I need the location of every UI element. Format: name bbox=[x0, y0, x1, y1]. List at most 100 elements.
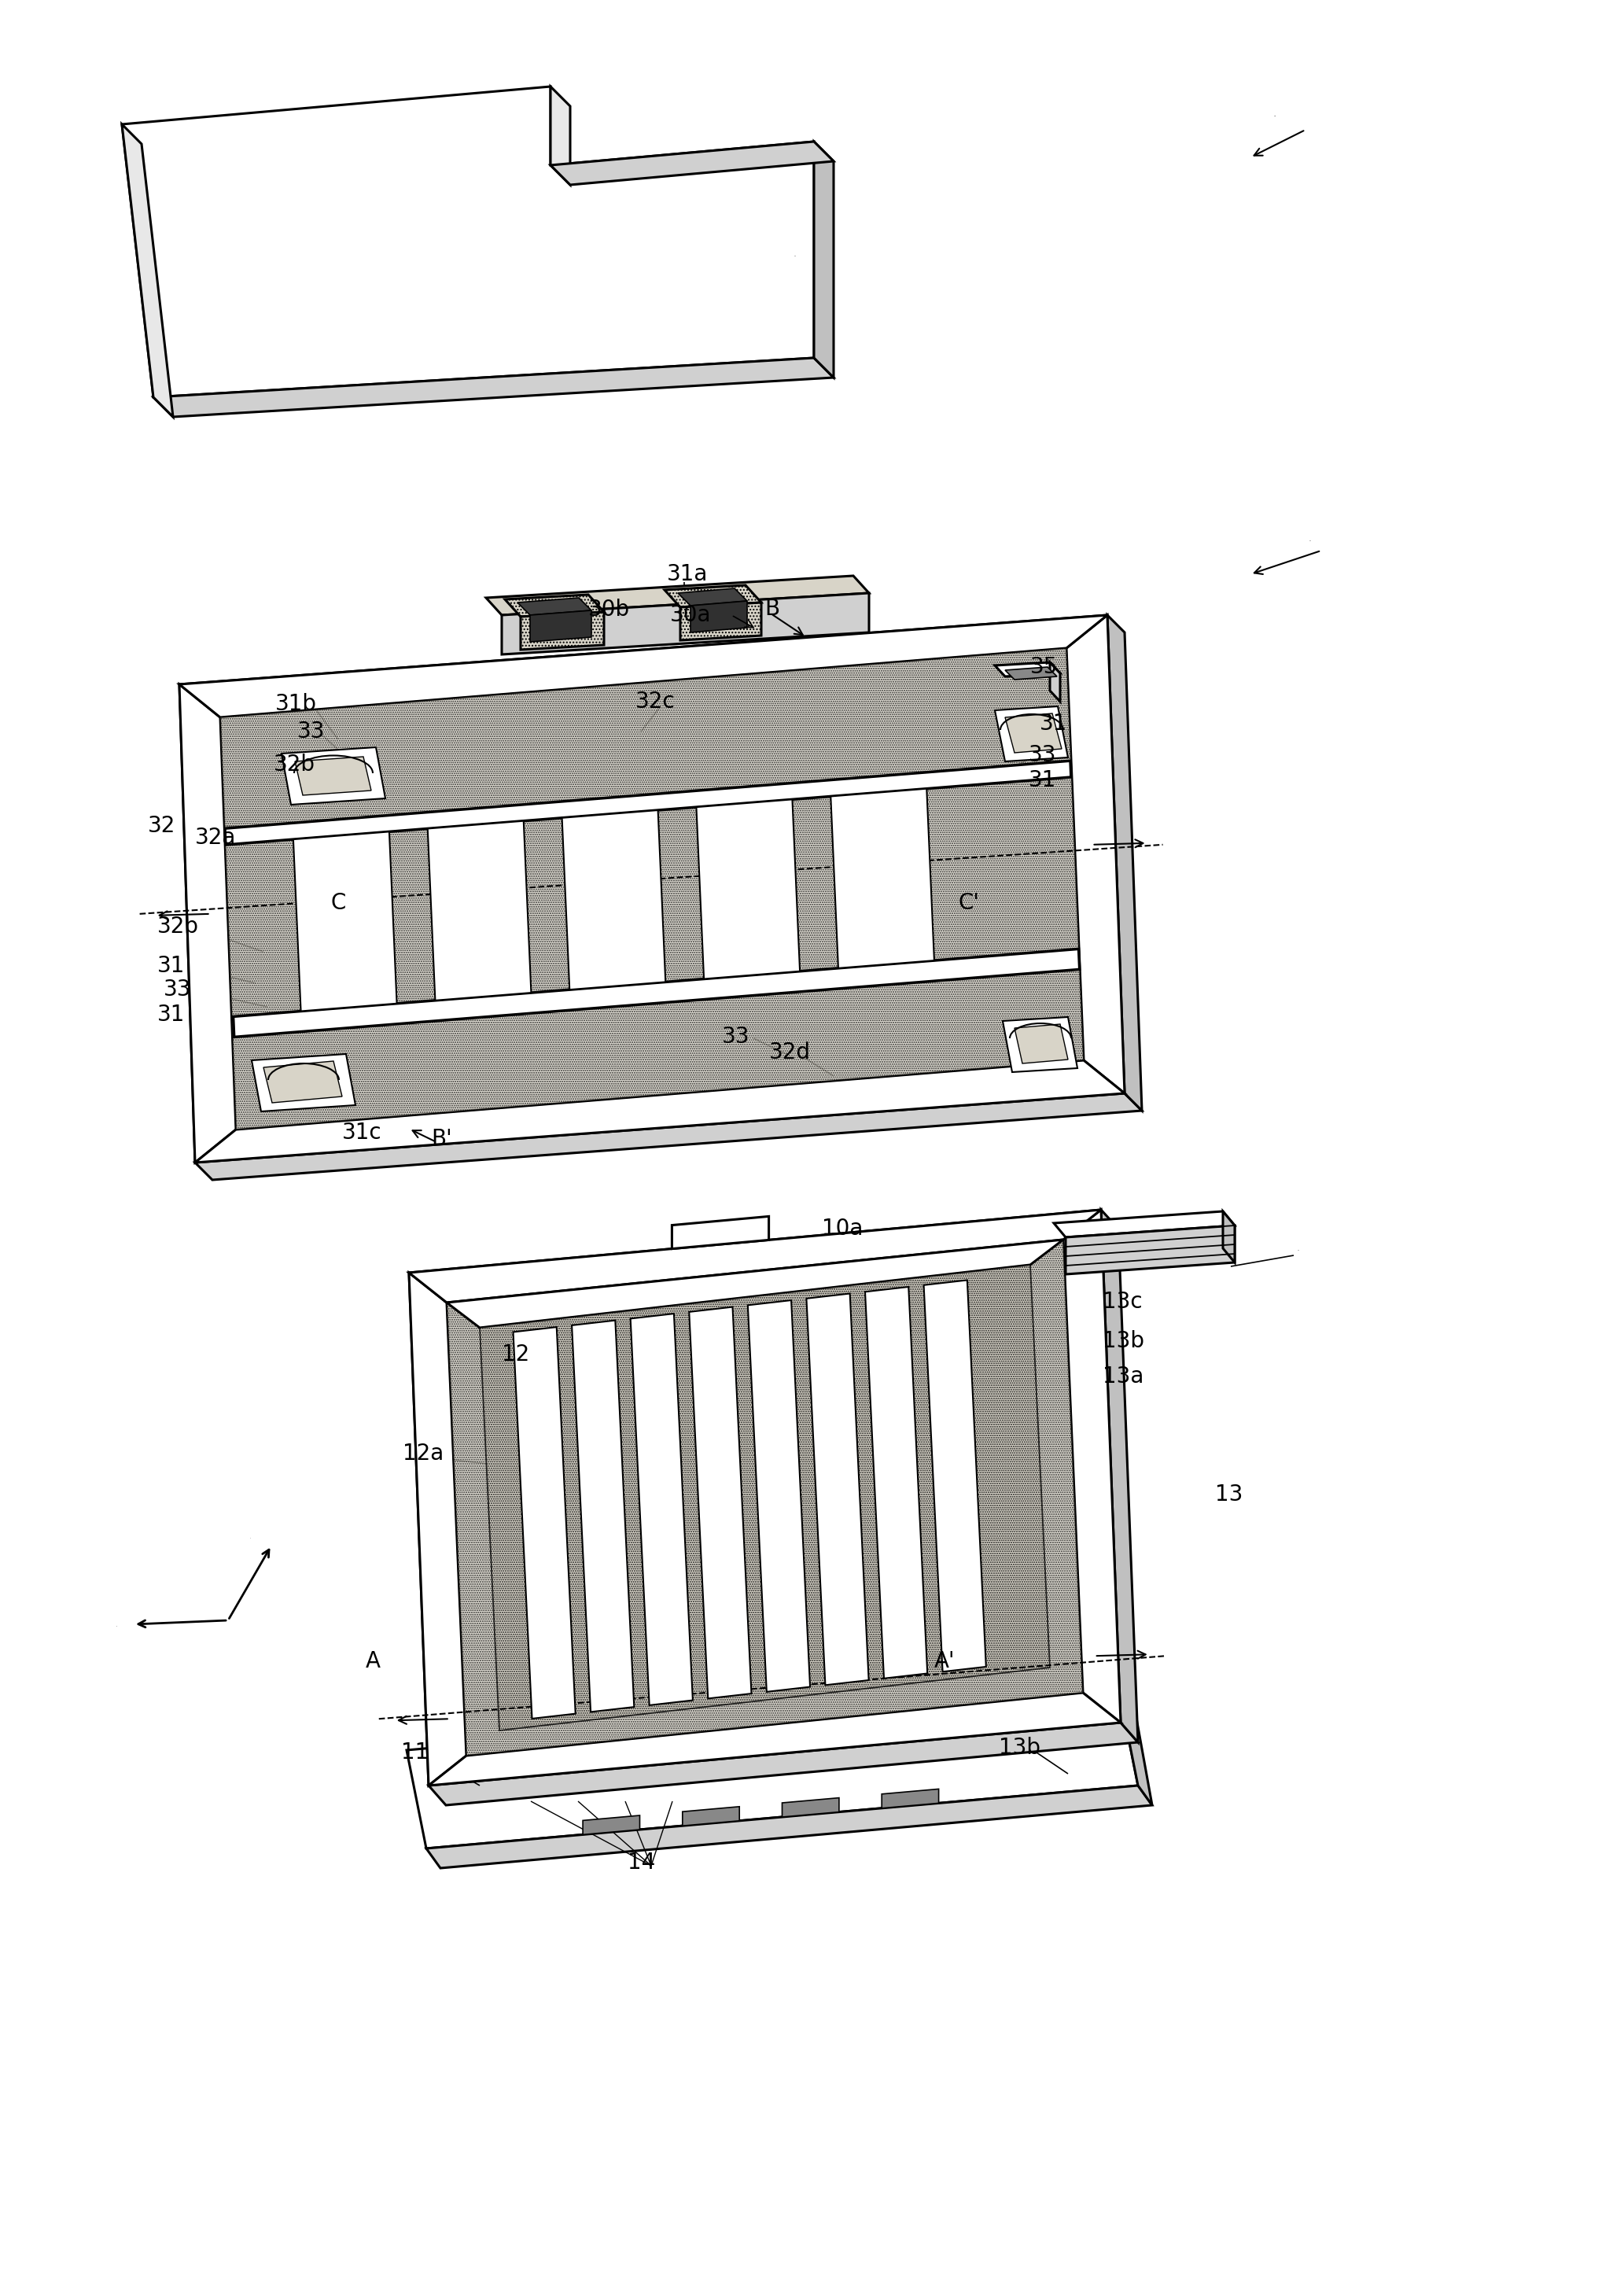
Polygon shape bbox=[630, 1314, 693, 1705]
Polygon shape bbox=[866, 1287, 927, 1678]
Polygon shape bbox=[1119, 1687, 1151, 1806]
Text: 13a: 13a bbox=[1103, 1364, 1143, 1387]
Text: 13c: 13c bbox=[1103, 1292, 1142, 1312]
Polygon shape bbox=[572, 1321, 633, 1712]
Polygon shape bbox=[406, 1687, 1138, 1849]
Polygon shape bbox=[281, 748, 385, 805]
Polygon shape bbox=[1108, 614, 1142, 1110]
Text: 31: 31 bbox=[158, 955, 185, 978]
Text: C': C' bbox=[958, 891, 979, 914]
Polygon shape bbox=[447, 1239, 1064, 1328]
Text: 35: 35 bbox=[1030, 655, 1059, 678]
Polygon shape bbox=[831, 789, 934, 969]
Text: 32: 32 bbox=[148, 814, 175, 837]
Polygon shape bbox=[680, 603, 762, 641]
Polygon shape bbox=[479, 1264, 1049, 1731]
Polygon shape bbox=[807, 1294, 869, 1685]
Text: A': A' bbox=[934, 1651, 955, 1671]
Polygon shape bbox=[882, 1790, 939, 1808]
Text: 31: 31 bbox=[1039, 712, 1067, 735]
Text: 31b: 31b bbox=[274, 694, 317, 714]
Text: 33: 33 bbox=[1028, 744, 1057, 766]
Text: 31: 31 bbox=[158, 1003, 185, 1026]
Polygon shape bbox=[518, 598, 591, 614]
Text: 31a: 31a bbox=[667, 564, 708, 584]
Polygon shape bbox=[682, 1806, 739, 1826]
Text: 11: 11 bbox=[401, 1742, 429, 1765]
Polygon shape bbox=[672, 1217, 768, 1248]
Text: 31: 31 bbox=[1028, 769, 1057, 791]
Polygon shape bbox=[1002, 1016, 1077, 1071]
Text: 13b: 13b bbox=[999, 1737, 1041, 1758]
Polygon shape bbox=[513, 1328, 575, 1719]
Text: 30b: 30b bbox=[588, 598, 630, 621]
Text: 14: 14 bbox=[627, 1851, 656, 1874]
Polygon shape bbox=[486, 575, 869, 614]
Text: 33: 33 bbox=[164, 978, 192, 1001]
Text: 13: 13 bbox=[1215, 1483, 1242, 1505]
Text: C: C bbox=[330, 891, 346, 914]
Text: B': B' bbox=[430, 1128, 451, 1151]
Polygon shape bbox=[224, 762, 1072, 844]
Polygon shape bbox=[677, 589, 747, 605]
Polygon shape bbox=[1005, 666, 1057, 680]
Polygon shape bbox=[996, 662, 1060, 675]
Text: 10a: 10a bbox=[822, 1217, 862, 1239]
Polygon shape bbox=[924, 1280, 986, 1671]
Polygon shape bbox=[427, 821, 531, 1001]
Polygon shape bbox=[409, 1273, 466, 1785]
Polygon shape bbox=[1101, 1210, 1138, 1742]
Polygon shape bbox=[294, 832, 396, 1012]
Polygon shape bbox=[747, 1301, 810, 1692]
Text: 32c: 32c bbox=[635, 691, 676, 712]
Polygon shape bbox=[179, 614, 1124, 1162]
Polygon shape bbox=[551, 141, 833, 184]
Text: 33: 33 bbox=[297, 721, 325, 744]
Text: A: A bbox=[365, 1651, 380, 1671]
Polygon shape bbox=[1067, 614, 1124, 1094]
Polygon shape bbox=[447, 1239, 1083, 1756]
Text: 32d: 32d bbox=[770, 1041, 810, 1064]
Text: 12: 12 bbox=[502, 1344, 529, 1364]
Polygon shape bbox=[425, 1785, 1151, 1869]
Polygon shape bbox=[179, 614, 1108, 716]
Polygon shape bbox=[529, 609, 591, 641]
Polygon shape bbox=[664, 584, 762, 607]
Polygon shape bbox=[122, 86, 814, 398]
Polygon shape bbox=[122, 125, 174, 416]
Polygon shape bbox=[429, 1724, 1138, 1806]
Polygon shape bbox=[1049, 662, 1060, 703]
Polygon shape bbox=[263, 1062, 343, 1103]
Polygon shape bbox=[221, 648, 1083, 1130]
Text: 31c: 31c bbox=[343, 1121, 382, 1144]
Polygon shape bbox=[690, 600, 747, 632]
Polygon shape bbox=[409, 1210, 1101, 1303]
Polygon shape bbox=[296, 757, 372, 796]
Polygon shape bbox=[1015, 1023, 1069, 1064]
Polygon shape bbox=[502, 594, 869, 655]
Polygon shape bbox=[697, 800, 801, 978]
Polygon shape bbox=[551, 86, 570, 184]
Text: 33: 33 bbox=[723, 1026, 750, 1048]
Polygon shape bbox=[505, 596, 604, 616]
Polygon shape bbox=[521, 612, 604, 650]
Text: B: B bbox=[765, 598, 780, 621]
Polygon shape bbox=[252, 1055, 356, 1112]
Polygon shape bbox=[1054, 1212, 1234, 1237]
Text: 12a: 12a bbox=[403, 1442, 443, 1464]
Text: 13b: 13b bbox=[1103, 1330, 1145, 1353]
Polygon shape bbox=[195, 1060, 1124, 1162]
Polygon shape bbox=[1065, 1226, 1234, 1273]
Polygon shape bbox=[1223, 1212, 1234, 1262]
Text: 32a: 32a bbox=[195, 828, 235, 848]
Polygon shape bbox=[996, 707, 1069, 762]
Polygon shape bbox=[689, 1308, 752, 1699]
Polygon shape bbox=[195, 1094, 1142, 1180]
Polygon shape bbox=[783, 1799, 840, 1817]
Polygon shape bbox=[1005, 714, 1062, 753]
Text: 32b: 32b bbox=[274, 753, 315, 775]
Polygon shape bbox=[562, 810, 666, 989]
Text: 32b: 32b bbox=[158, 916, 200, 937]
Polygon shape bbox=[429, 1692, 1121, 1785]
Polygon shape bbox=[814, 141, 833, 377]
